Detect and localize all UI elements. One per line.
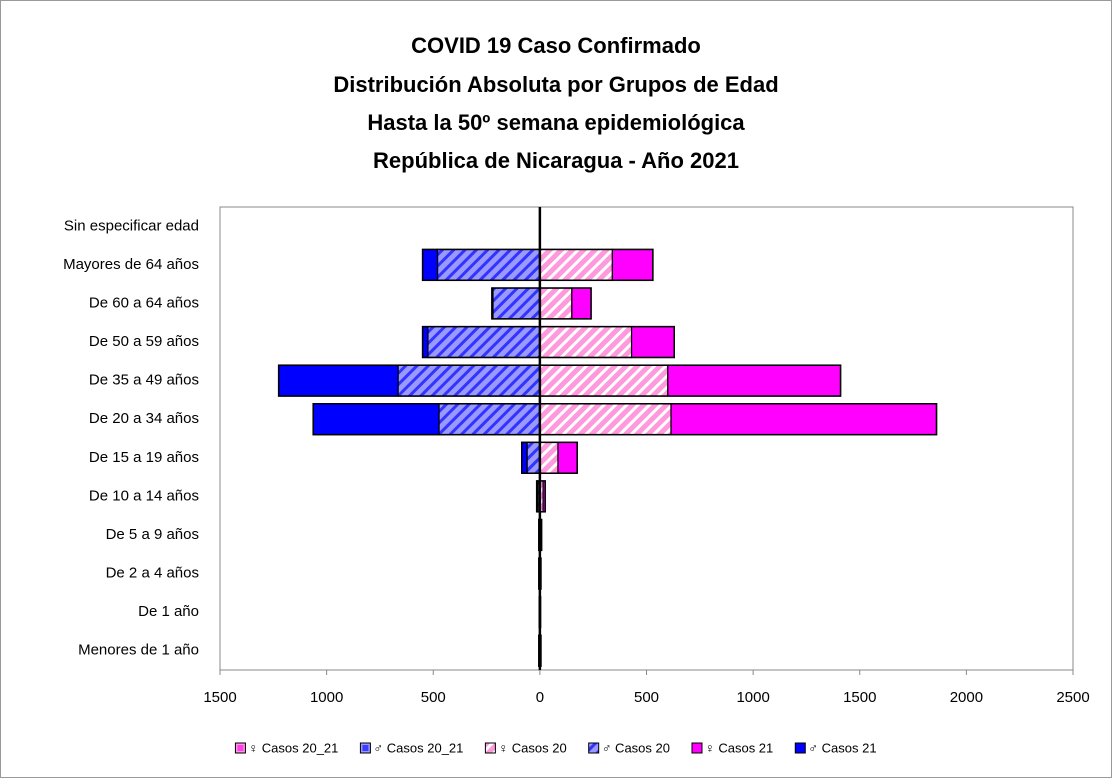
y-tick-label: De 35 a 49 años <box>89 372 199 389</box>
legend-label: ♂ Casos 21 <box>808 740 876 755</box>
y-tick-label: De 1 año <box>138 603 199 620</box>
bar <box>670 403 938 436</box>
legend-item: ♀ Casos 21 <box>691 740 773 755</box>
bar <box>436 248 541 281</box>
legend-item: ♂ Casos 21 <box>794 740 877 755</box>
x-tick-label: 500 <box>634 689 659 706</box>
legend-item: ♂ Casos 20 <box>588 740 670 755</box>
y-tick-label: Menores de 1 año <box>78 642 199 659</box>
legend-item: ♀ Casos 20_21 <box>234 740 338 755</box>
y-tick-label: De 50 a 59 años <box>89 333 199 350</box>
bar <box>397 364 541 397</box>
x-tick-label: 1000 <box>310 689 343 706</box>
y-tick-label: Mayores de 64 años <box>63 256 199 273</box>
x-tick-label: 1500 <box>203 689 236 706</box>
bar <box>539 326 633 359</box>
chart-title: Hasta la 50º semana epidemiológica <box>367 110 745 135</box>
legend-label: ♂ Casos 20 <box>602 740 670 755</box>
bar <box>539 287 573 320</box>
bar <box>630 326 675 359</box>
x-tick-label: 0 <box>536 689 544 706</box>
y-tick-label: Sin especificar edad <box>64 217 199 234</box>
x-tick-label: 500 <box>421 689 446 706</box>
legend-item: ♀ Casos 20 <box>484 740 567 755</box>
x-tick-label: 1500 <box>843 689 876 706</box>
y-tick-label: De 10 a 14 años <box>89 487 199 504</box>
bar <box>421 248 439 281</box>
bar <box>427 326 541 359</box>
chart-title: COVID 19 Caso Confirmado <box>411 33 701 58</box>
bar <box>312 403 440 436</box>
legend-label: ♂ Casos 20_21 <box>373 740 463 755</box>
legend-swatch <box>484 742 496 754</box>
legend-label: ♀ Casos 21 <box>705 740 773 755</box>
legend-swatch <box>794 742 806 754</box>
legend-label: ♀ Casos 20_21 <box>248 740 338 755</box>
y-tick-label: De 5 a 9 años <box>106 526 199 543</box>
bar <box>421 326 429 359</box>
bar <box>539 403 672 436</box>
y-tick-label: De 15 a 19 años <box>89 449 199 466</box>
y-tick-label: De 60 a 64 años <box>89 294 199 311</box>
bar <box>492 287 541 320</box>
bar <box>557 441 578 474</box>
bar <box>667 364 842 397</box>
legend-swatch <box>588 742 600 754</box>
bar <box>571 287 592 320</box>
bar <box>526 441 541 474</box>
bar <box>539 364 669 397</box>
x-tick-label: 1000 <box>736 689 769 706</box>
x-tick-label: 2500 <box>1056 689 1089 706</box>
legend-swatch <box>691 742 703 754</box>
bar <box>611 248 654 281</box>
bar <box>438 403 541 436</box>
bar <box>521 441 528 474</box>
chart-title: Distribución Absoluta por Grupos de Edad <box>333 72 778 97</box>
legend-label: ♀ Casos 20 <box>498 740 566 755</box>
y-tick-label: De 2 a 4 años <box>106 565 199 582</box>
chart-title: República de Nicaragua - Año 2021 <box>373 148 739 173</box>
bar <box>539 248 613 281</box>
legend-item: ♂ Casos 20_21 <box>359 740 463 755</box>
legend-swatch-inner <box>362 745 369 751</box>
legend-swatch-inner <box>237 745 244 751</box>
bar <box>278 364 399 397</box>
bar <box>539 441 559 474</box>
x-tick-label: 2000 <box>950 689 983 706</box>
y-tick-label: De 20 a 34 años <box>89 410 199 427</box>
